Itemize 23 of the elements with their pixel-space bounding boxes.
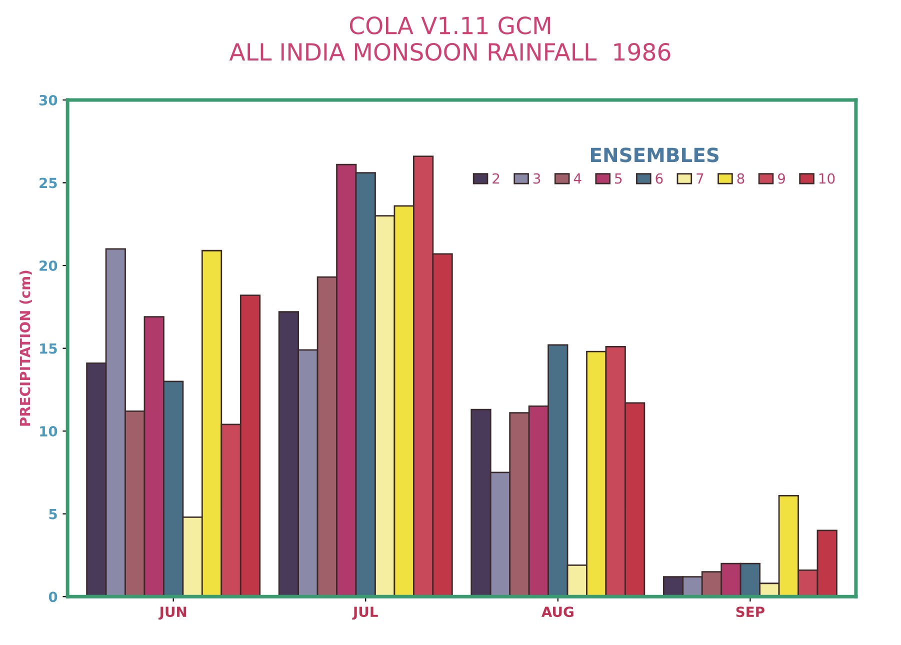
y-tick-label: 15 (40, 343, 57, 354)
legend-label: 7 (696, 173, 704, 184)
x-tick-label: SEP (736, 606, 764, 618)
chart-title: COLA V1.11 GCM ALL INDIA MONSOON RAINFALL 1986 (229, 16, 670, 61)
legend-label: 8 (737, 173, 744, 184)
y-tick-label: 10 (40, 426, 58, 437)
y-axis-title: PRECIPITATION (cm) (20, 270, 32, 426)
y-tick-label: 30 (39, 94, 58, 106)
y-tick-label: 5 (49, 509, 57, 520)
legend-label: 6 (656, 173, 663, 184)
legend-label: 9 (778, 173, 785, 184)
x-tick-label: JUL (352, 606, 378, 620)
y-tick-label: 25 (40, 178, 57, 188)
legend-label: 10 (819, 173, 835, 184)
legend-label: 5 (615, 173, 622, 184)
legend-label: 3 (533, 173, 540, 184)
y-tick-label: 0 (48, 592, 58, 602)
legend-title: ENSEMBLES (591, 148, 718, 162)
x-tick-label: JUN (158, 606, 186, 620)
legend-label: 2 (492, 173, 500, 184)
legend-label: 4 (574, 173, 582, 184)
x-tick-label: AUG (541, 606, 574, 618)
y-tick-label: 20 (40, 260, 58, 271)
